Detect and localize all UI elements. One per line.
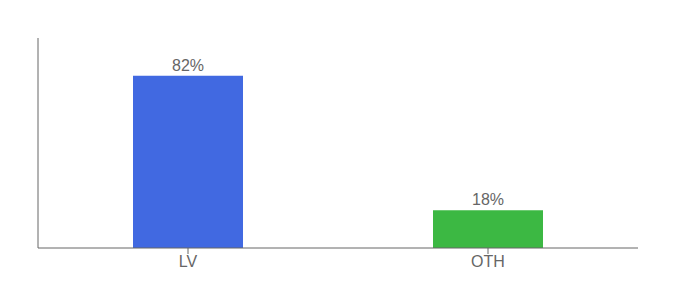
- svg-text:82%: 82%: [172, 57, 204, 74]
- svg-text:18%: 18%: [472, 191, 504, 208]
- svg-text:LV: LV: [179, 253, 198, 270]
- svg-text:OTH: OTH: [471, 253, 505, 270]
